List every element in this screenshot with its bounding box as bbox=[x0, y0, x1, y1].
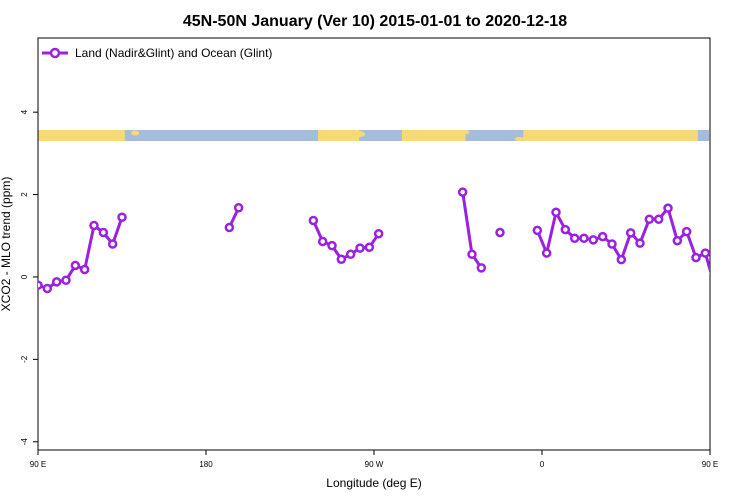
y-tick-label: -2 bbox=[20, 355, 29, 363]
data-point bbox=[569, 233, 580, 243]
series-layer bbox=[38, 187, 746, 294]
legend-marker-swatch bbox=[49, 47, 61, 59]
data-point bbox=[597, 231, 608, 242]
legend-entry-label: Land (Nadir&Glint) and Ocean (Glint) bbox=[75, 46, 272, 60]
data-point bbox=[79, 264, 90, 275]
data-point bbox=[625, 228, 636, 238]
data-point bbox=[739, 277, 746, 284]
data-point bbox=[495, 227, 505, 238]
data-point bbox=[355, 243, 365, 253]
data-point bbox=[233, 202, 244, 213]
map-land bbox=[402, 130, 466, 141]
map-land bbox=[523, 130, 698, 141]
map-land bbox=[38, 130, 125, 141]
data-point bbox=[457, 187, 468, 197]
x-tick-label: 90 E bbox=[702, 460, 718, 469]
data-point bbox=[98, 227, 109, 238]
data-point bbox=[672, 235, 683, 246]
data-point bbox=[476, 263, 487, 273]
data-point bbox=[663, 203, 673, 213]
data-point bbox=[42, 283, 53, 294]
series-group bbox=[38, 187, 746, 294]
x-tick-label: 90 W bbox=[365, 460, 384, 469]
map-land bbox=[514, 137, 525, 141]
map-land bbox=[353, 131, 366, 137]
map-land bbox=[131, 130, 140, 136]
y-tick-label: 0 bbox=[20, 274, 29, 279]
data-point bbox=[224, 222, 235, 233]
data-point bbox=[616, 254, 627, 265]
data-point bbox=[345, 249, 356, 260]
map-ocean bbox=[39, 130, 709, 141]
y-axis-label: XCO2 - MLO trend (ppm) bbox=[0, 177, 13, 312]
y-tick-label: 4 bbox=[20, 109, 29, 114]
x-tick-label: 180 bbox=[199, 460, 213, 469]
data-point bbox=[551, 207, 561, 218]
data-point bbox=[317, 236, 328, 247]
data-point bbox=[653, 214, 664, 225]
data-point bbox=[607, 239, 617, 249]
series-line bbox=[535, 206, 710, 276]
data-point bbox=[709, 285, 710, 287]
data-point bbox=[107, 239, 118, 249]
data-point bbox=[373, 228, 384, 239]
x-tick-label: 0 bbox=[540, 460, 545, 469]
legend: Land (Nadir&Glint) and Ocean (Glint) bbox=[42, 46, 272, 60]
x-axis: 90 E 180 90 W 0 90 E bbox=[30, 450, 718, 469]
data-point bbox=[467, 249, 477, 260]
data-point bbox=[364, 242, 375, 253]
data-point bbox=[635, 238, 645, 248]
y-axis: -4 -2 0 2 4 bbox=[20, 109, 38, 445]
data-point bbox=[681, 226, 692, 237]
data-point bbox=[51, 277, 62, 287]
x-tick-label: 90 E bbox=[30, 460, 46, 469]
map-land bbox=[461, 130, 470, 134]
data-point bbox=[730, 278, 737, 285]
data-point bbox=[38, 280, 43, 290]
data-point bbox=[336, 254, 347, 264]
data-point bbox=[541, 248, 552, 258]
data-point bbox=[89, 220, 99, 231]
x-axis-label: Longitude (deg E) bbox=[326, 476, 421, 490]
data-point bbox=[579, 233, 589, 243]
data-point bbox=[721, 285, 728, 292]
data-point bbox=[644, 214, 655, 225]
data-point bbox=[70, 260, 81, 271]
chart-title: 45N-50N January (Ver 10) 2015-01-01 to 2… bbox=[183, 13, 567, 30]
world-map-strip bbox=[38, 130, 709, 141]
data-point bbox=[61, 275, 71, 286]
map-land bbox=[318, 130, 360, 141]
data-point bbox=[327, 240, 337, 251]
data-point bbox=[308, 215, 319, 226]
y-tick-label: -4 bbox=[20, 438, 29, 446]
data-point bbox=[532, 225, 543, 236]
data-point bbox=[117, 212, 127, 222]
y-tick-label: 2 bbox=[20, 192, 29, 197]
data-point bbox=[691, 252, 701, 263]
data-point bbox=[560, 224, 571, 235]
data-point bbox=[588, 235, 599, 245]
data-point bbox=[700, 248, 710, 258]
series-line bbox=[38, 216, 124, 290]
